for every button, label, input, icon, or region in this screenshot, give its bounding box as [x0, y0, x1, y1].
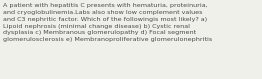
Text: A patient with hepatitis C presents with hematuria, proteinuria,
and cryoglobuli: A patient with hepatitis C presents with…	[3, 3, 212, 42]
